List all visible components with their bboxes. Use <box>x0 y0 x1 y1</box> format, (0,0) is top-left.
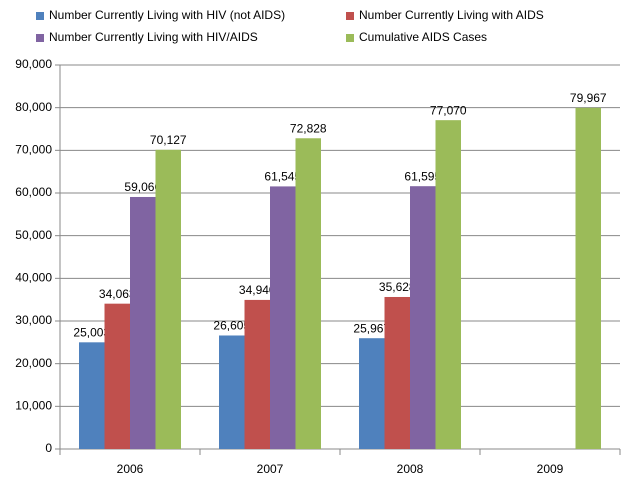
bar <box>410 186 436 449</box>
value-label: 34,940 <box>239 283 276 297</box>
legend-label: Number Currently Living with HIV (not AI… <box>49 8 285 22</box>
y-tick-label: 30,000 <box>15 313 52 327</box>
y-tick-label: 10,000 <box>15 399 52 413</box>
legend-label: Number Currently Living with AIDS <box>359 8 544 22</box>
value-label: 25,003 <box>73 325 110 339</box>
y-tick-label: 0 <box>45 441 52 455</box>
bar <box>79 342 105 449</box>
x-tick-label: 2008 <box>397 462 424 476</box>
legend-label: Cumulative AIDS Cases <box>359 30 487 44</box>
value-label: 26,605 <box>213 319 250 333</box>
value-label: 61,595 <box>404 169 441 183</box>
bar <box>244 299 270 449</box>
bar <box>435 120 461 449</box>
value-label: 70,127 <box>150 133 187 147</box>
value-label: 79,967 <box>570 91 607 105</box>
value-label: 77,070 <box>430 103 467 117</box>
y-tick-label: 40,000 <box>15 271 52 285</box>
bar <box>384 296 410 449</box>
bar <box>219 335 245 449</box>
bar <box>130 196 156 449</box>
y-tick-label: 80,000 <box>15 100 52 114</box>
value-label: 34,063 <box>99 287 136 301</box>
bar <box>575 107 601 449</box>
bar <box>295 138 321 449</box>
legend-label: Number Currently Living with HIV/AIDS <box>49 30 258 44</box>
legend-swatch <box>346 12 354 20</box>
value-label: 61,545 <box>264 170 301 184</box>
legend-swatch <box>346 34 354 42</box>
x-tick-label: 2009 <box>537 462 564 476</box>
value-label: 72,828 <box>290 121 327 135</box>
bar <box>155 149 181 449</box>
value-label: 59,066 <box>124 180 161 194</box>
bar <box>270 186 296 449</box>
y-tick-label: 20,000 <box>15 356 52 370</box>
legend-swatch <box>36 34 44 42</box>
y-tick-label: 60,000 <box>15 185 52 199</box>
y-tick-label: 90,000 <box>15 57 52 71</box>
legend-swatch <box>36 12 44 20</box>
bar <box>104 303 130 449</box>
y-tick-label: 70,000 <box>15 143 52 157</box>
x-tick-label: 2007 <box>257 462 284 476</box>
x-tick-label: 2006 <box>117 462 144 476</box>
value-label: 25,967 <box>353 321 390 335</box>
bar <box>359 338 385 449</box>
y-tick-label: 50,000 <box>15 228 52 242</box>
value-label: 35,628 <box>379 280 416 294</box>
